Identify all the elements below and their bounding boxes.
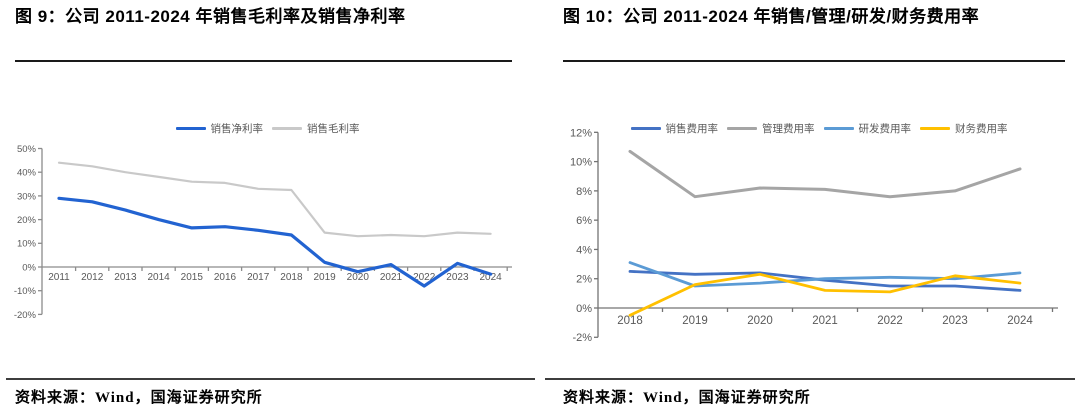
x-tick-label: 2022 (413, 272, 436, 283)
y-tick-label: 12% (570, 127, 592, 139)
legend-label: 财务费用率 (955, 123, 1008, 135)
series-line-1 (57, 196, 493, 288)
y-tick-label: 4% (576, 244, 592, 256)
x-tick-label: 2012 (81, 272, 104, 283)
legend-item: 管理费用率 (727, 121, 815, 136)
x-tick-label: 2024 (1007, 315, 1033, 327)
x-tick-label: 2019 (682, 315, 708, 327)
x-tick-label: 2015 (181, 272, 204, 283)
figure-10-legend: 销售费用率 管理费用率 研发费用率 财务费用率 (563, 121, 1075, 136)
figure-10-source-text: 资料来源：Wind，国海证券研究所 (563, 390, 811, 406)
figure-10-section: 图 10：公司 2011-2024 年销售/管理/研发/财务费用率 销售费用率 管… (545, 0, 1075, 416)
legend-line-swatch (727, 127, 757, 130)
x-tick-label: 2020 (347, 272, 370, 283)
figure-9-title: 图 9：公司 2011-2024 年销售毛利率及销售净利率 (15, 7, 406, 26)
y-tick-label: 50% (17, 144, 37, 155)
x-tick-label: 2014 (147, 272, 170, 283)
y-tick-label: -20% (14, 310, 37, 321)
figure-10-source-rule (545, 378, 1075, 380)
figure-10-line-chart: -2% 0% 2% 4% 6% 8% 10% 12% 2018 2019 2020 2021 2022 2… (570, 127, 1058, 344)
figure-10-title: 图 10：公司 2011-2024 年销售/管理/研发/财务费用率 (563, 7, 980, 26)
series-line-4 (628, 272, 1022, 317)
series-line-2 (57, 161, 492, 238)
x-tick-label: 2018 (280, 272, 303, 283)
legend-label: 管理费用率 (762, 123, 815, 135)
y-tick-label: 0% (22, 262, 36, 273)
legend-label: 销售净利率 (210, 123, 264, 135)
y-tick-label: -2% (572, 332, 592, 344)
x-tick-label: 2018 (617, 315, 643, 327)
x-tick-label: 2019 (313, 272, 336, 283)
x-tick-label: 2024 (479, 272, 502, 283)
y-tick-label: 10% (17, 239, 37, 250)
x-tick-label: 2023 (446, 272, 469, 283)
legend-line-swatch (175, 127, 206, 130)
legend-line-swatch (272, 127, 302, 130)
x-tick-label: 2017 (247, 272, 270, 283)
figure-10-chart-area: 销售费用率 管理费用率 研发费用率 财务费用率 -2% 0% 2% 4% 6% 8% 10% 12%… (563, 0, 1075, 360)
x-tick-label: 2016 (214, 272, 237, 283)
figure-9-legend: 销售净利率 销售毛利率 (15, 121, 520, 136)
legend-label: 销售费用率 (665, 123, 719, 135)
x-tick-label: 2013 (114, 272, 137, 283)
figure-9-section: 图 9：公司 2011-2024 年销售毛利率及销售净利率 销售净利率 销售毛利率… (6, 0, 535, 416)
x-tick-label: 2020 (747, 315, 773, 327)
series-line-2 (628, 149, 1022, 199)
legend-label: 销售毛利率 (307, 123, 360, 135)
legend-item: 销售费用率 (630, 121, 719, 136)
figure-9-line-chart: -20% -10% 0% 10% 20% 30% 40% 50% 2011 2012 2013 201… (14, 144, 512, 321)
x-tick-label: 2011 (48, 272, 70, 283)
y-tick-label: 0% (576, 303, 592, 315)
x-tick-label: 2023 (942, 315, 968, 327)
x-tick-label: 2021 (812, 315, 838, 327)
figure-9-source-rule (6, 378, 535, 380)
x-tick-label: 2021 (380, 272, 403, 283)
legend-line-swatch (920, 127, 950, 130)
y-tick-label: 40% (17, 168, 37, 179)
legend-item: 销售毛利率 (272, 121, 360, 136)
legend-item: 研发费用率 (823, 121, 912, 136)
legend-item: 财务费用率 (920, 121, 1008, 136)
y-tick-label: 30% (17, 191, 37, 202)
legend-line-swatch (823, 127, 854, 130)
series-line-1 (628, 269, 1022, 292)
y-tick-label: 6% (576, 215, 592, 227)
figure-9-chart-area: 销售净利率 销售毛利率 -20% -10% 0% 10% 20% 30% 40% 50% 2011… (14, 0, 520, 360)
legend-label: 研发费用率 (858, 123, 912, 135)
legend-item: 销售净利率 (175, 121, 264, 136)
y-tick-label: 8% (576, 186, 592, 198)
x-tick-label: 2022 (877, 315, 903, 327)
legend-line-swatch (630, 127, 661, 130)
y-tick-label: 10% (570, 157, 592, 169)
y-tick-label: 2% (576, 274, 592, 286)
figure-9-title-rule (15, 60, 512, 62)
y-tick-label: -10% (14, 286, 37, 297)
y-tick-label: 20% (17, 215, 37, 226)
figure-10-title-rule (563, 60, 1065, 62)
figure-9-source-text: 资料来源：Wind，国海证券研究所 (15, 390, 263, 406)
